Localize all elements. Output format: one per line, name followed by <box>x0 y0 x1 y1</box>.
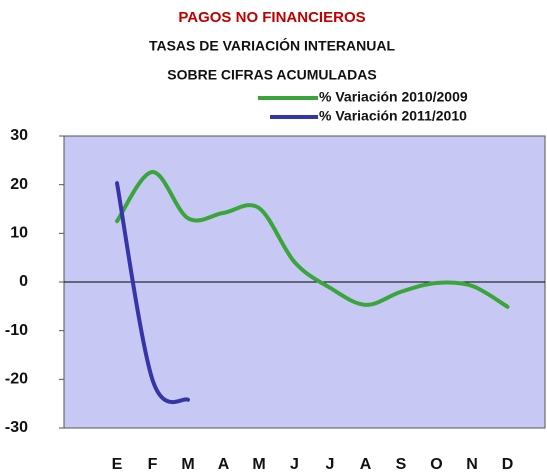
legend-label: % Variación 2011/2010 <box>319 108 467 124</box>
series-line <box>115 181 190 404</box>
x-tick-label: O <box>430 456 442 473</box>
y-tick-label: 10 <box>10 225 28 242</box>
x-tick-label: J <box>326 456 335 473</box>
chart-subtitle: TASAS DE VARIACIÓN INTERANUAL <box>149 37 395 54</box>
x-tick-label: F <box>148 456 158 473</box>
y-tick-label: 30 <box>10 127 28 144</box>
x-tick-label: A <box>218 456 230 473</box>
series-line <box>115 170 510 309</box>
y-tick-label: 0 <box>19 273 28 290</box>
y-tick-label: -10 <box>5 322 28 339</box>
x-tick-label: D <box>502 456 514 473</box>
legend-label: % Variación 2010/2009 <box>319 89 468 105</box>
y-tick-label: 20 <box>10 176 28 193</box>
x-tick-label: N <box>466 456 478 473</box>
chart-title: PAGOS NO FINANCIEROS <box>178 9 365 26</box>
x-tick-label: M <box>181 456 194 473</box>
x-tick-label: M <box>252 456 265 473</box>
x-tick-label: E <box>112 456 123 473</box>
x-tick-label: A <box>360 456 372 473</box>
y-tick-label: -30 <box>5 419 28 436</box>
chart-subtitle: SOBRE CIFRAS ACUMULADAS <box>167 67 376 83</box>
y-tick-label: -20 <box>5 371 28 388</box>
x-tick-label: J <box>290 456 299 473</box>
x-tick-label: S <box>396 456 407 473</box>
